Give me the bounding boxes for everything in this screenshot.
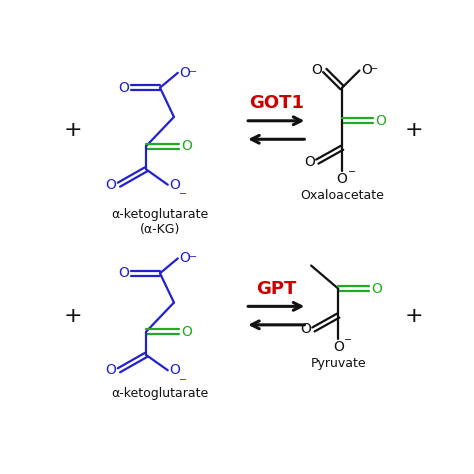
Text: O: O bbox=[181, 325, 192, 339]
Text: O: O bbox=[106, 363, 117, 377]
Text: O: O bbox=[106, 178, 117, 191]
Text: O: O bbox=[169, 178, 180, 191]
Text: GPT: GPT bbox=[256, 280, 296, 298]
Text: O: O bbox=[375, 114, 386, 128]
Text: −: − bbox=[189, 252, 197, 262]
Text: O: O bbox=[300, 322, 311, 337]
Text: −: − bbox=[179, 189, 187, 200]
Text: +: + bbox=[64, 120, 82, 140]
Text: Oxaloacetate: Oxaloacetate bbox=[300, 189, 384, 202]
Text: +: + bbox=[405, 120, 423, 140]
Text: O: O bbox=[361, 64, 372, 77]
Text: GOT1: GOT1 bbox=[249, 94, 304, 112]
Text: −: − bbox=[179, 375, 187, 385]
Text: O: O bbox=[372, 282, 383, 296]
Text: −: − bbox=[370, 64, 378, 74]
Text: O: O bbox=[304, 155, 315, 169]
Text: O: O bbox=[311, 64, 322, 77]
Text: −: − bbox=[345, 335, 353, 345]
Text: O: O bbox=[118, 266, 129, 280]
Text: α-ketoglutarate: α-ketoglutarate bbox=[111, 387, 209, 400]
Text: +: + bbox=[405, 306, 423, 326]
Text: O: O bbox=[181, 139, 192, 153]
Text: +: + bbox=[64, 306, 82, 326]
Text: O: O bbox=[169, 363, 180, 377]
Text: O: O bbox=[118, 81, 129, 95]
Text: α-ketoglutarate
(α-KG): α-ketoglutarate (α-KG) bbox=[111, 208, 209, 236]
Text: −: − bbox=[348, 167, 356, 177]
Text: O: O bbox=[179, 251, 190, 265]
Text: O: O bbox=[333, 340, 344, 354]
Text: O: O bbox=[337, 173, 347, 186]
Text: −: − bbox=[189, 67, 197, 77]
Text: Pyruvate: Pyruvate bbox=[310, 357, 366, 370]
Text: O: O bbox=[179, 66, 190, 80]
